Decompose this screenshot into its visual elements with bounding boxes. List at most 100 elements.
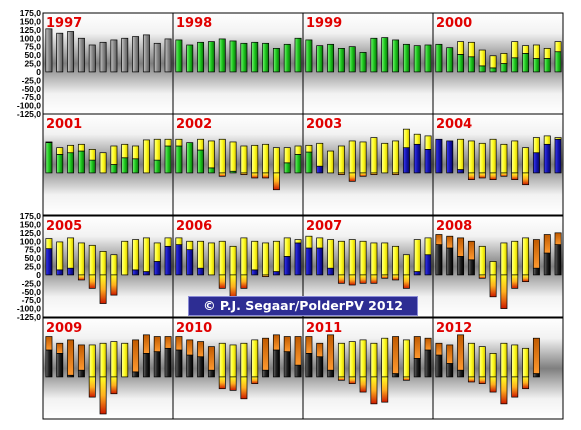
bar-base-1998-11 xyxy=(283,43,291,73)
bar-base-2001-7 xyxy=(110,164,118,174)
bar-base-1999-11 xyxy=(413,45,421,73)
panel-background xyxy=(42,317,174,420)
panel-2000: 2000 xyxy=(432,12,564,115)
bar-surplus-2007-2 xyxy=(316,237,324,249)
bar-base-2009-2 xyxy=(56,353,64,378)
bar-deficit-2012-5 xyxy=(478,376,486,384)
bar-base-2010-2 xyxy=(186,354,194,378)
panel-1999: 1999 xyxy=(302,12,434,115)
bar-surplus-2008-1 xyxy=(435,234,443,245)
bar-base-2002-3 xyxy=(197,149,205,174)
panel-background xyxy=(172,12,304,115)
bar-base-1997-1 xyxy=(45,28,53,73)
year-label: 2003 xyxy=(306,117,342,132)
bar-base-2012-10 xyxy=(532,373,540,378)
bar-deficit-2009-6 xyxy=(99,376,107,415)
bar-base-2000-7 xyxy=(500,63,508,73)
bar-surplus-2009-10 xyxy=(142,334,150,354)
y-tick-label: 150,0 xyxy=(20,219,42,229)
year-label: 2002 xyxy=(176,117,212,132)
bar-base-1999-8 xyxy=(381,37,389,73)
bar-surplus-2001-8 xyxy=(121,143,129,159)
bar-surplus-2000-4 xyxy=(467,41,475,58)
bar-surplus-2004-3 xyxy=(457,138,465,170)
bar-base-2003-12 xyxy=(424,149,432,174)
bar-base-1999-5 xyxy=(348,46,356,73)
bar-base-2009-11 xyxy=(153,351,161,378)
year-label: 2004 xyxy=(436,117,472,132)
bar-base-1999-9 xyxy=(392,39,400,73)
bar-surplus-2003-9 xyxy=(392,140,400,174)
bar-surplus-2006-7 xyxy=(240,237,248,276)
panel-background xyxy=(302,317,434,420)
bar-base-1998-7 xyxy=(240,42,248,73)
bar-base-2007-2 xyxy=(316,247,324,276)
bar-surplus-2002-7 xyxy=(240,145,248,174)
bar-base-1997-12 xyxy=(164,38,172,73)
bar-surplus-2007-6 xyxy=(359,240,367,276)
bar-deficit-2003-5 xyxy=(348,172,356,182)
bar-surplus-2010-10 xyxy=(272,334,280,351)
bar-base-1998-5 xyxy=(218,38,226,73)
bar-surplus-2010-7 xyxy=(240,342,248,378)
bar-surplus-2002-12 xyxy=(294,145,302,155)
bar-base-2010-11 xyxy=(283,351,291,378)
bar-surplus-2009-4 xyxy=(77,344,85,371)
bar-base-2008-12 xyxy=(554,244,562,276)
bar-base-1998-6 xyxy=(229,40,237,73)
bar-surplus-2008-10 xyxy=(532,239,540,269)
bar-base-2001-9 xyxy=(132,158,140,174)
bar-base-2007-1 xyxy=(305,247,313,276)
bar-surplus-2005-2 xyxy=(56,241,64,271)
bar-surplus-2005-8 xyxy=(121,240,129,276)
bar-base-2011-11 xyxy=(413,358,421,378)
year-label: 2010 xyxy=(176,321,212,336)
bar-base-2012-2 xyxy=(446,363,454,378)
bar-surplus-2006-9 xyxy=(262,242,270,276)
bar-base-2002-2 xyxy=(186,142,194,174)
bar-surplus-2010-3 xyxy=(197,341,205,358)
bar-deficit-2006-7 xyxy=(240,274,248,289)
bar-surplus-2003-3 xyxy=(327,150,335,174)
bar-surplus-2002-8 xyxy=(251,144,259,174)
bar-surplus-2006-6 xyxy=(229,245,237,276)
bar-base-2005-1 xyxy=(45,248,53,276)
bar-base-2004-10 xyxy=(532,152,540,174)
bar-surplus-2000-10 xyxy=(532,44,540,59)
bar-deficit-2004-8 xyxy=(511,172,519,181)
bar-base-2006-1 xyxy=(175,244,183,276)
bar-surplus-2012-4 xyxy=(467,342,475,378)
bar-base-1999-4 xyxy=(337,47,345,73)
bar-surplus-2007-3 xyxy=(327,239,335,269)
bar-base-1998-9 xyxy=(262,42,270,73)
bar-base-2005-10 xyxy=(142,271,150,276)
panel-2009: 2009 xyxy=(42,317,174,420)
bar-deficit-2007-6 xyxy=(359,274,367,284)
bar-deficit-2005-4 xyxy=(77,274,85,281)
bar-deficit-2012-7 xyxy=(500,376,508,405)
bar-surplus-2001-2 xyxy=(56,147,64,155)
y-tick-label: 125,0 xyxy=(20,228,42,238)
bar-base-2004-11 xyxy=(543,143,551,174)
bar-base-1998-12 xyxy=(294,37,302,73)
bar-base-2000-6 xyxy=(489,67,497,73)
bar-deficit-2009-5 xyxy=(88,376,96,398)
bar-base-2006-3 xyxy=(197,267,205,276)
bar-deficit-2005-5 xyxy=(88,274,96,289)
bar-base-2003-11 xyxy=(413,143,421,174)
bar-base-1999-2 xyxy=(316,45,324,73)
bar-base-2001-3 xyxy=(67,152,75,174)
bar-deficit-2010-7 xyxy=(240,376,248,400)
panel-1998: 1998 xyxy=(172,12,304,115)
bar-base-2009-10 xyxy=(142,353,150,378)
bar-surplus-2004-5 xyxy=(478,142,486,174)
panel-2012: 2012 xyxy=(432,317,564,420)
bar-surplus-2006-10 xyxy=(272,240,280,272)
bar-surplus-2012-7 xyxy=(500,342,508,378)
bar-base-2011-2 xyxy=(316,356,324,378)
bar-surplus-2007-7 xyxy=(370,242,378,276)
panel-background xyxy=(172,113,304,216)
bar-surplus-2001-10 xyxy=(142,139,150,174)
bar-base-2003-1 xyxy=(305,151,313,174)
